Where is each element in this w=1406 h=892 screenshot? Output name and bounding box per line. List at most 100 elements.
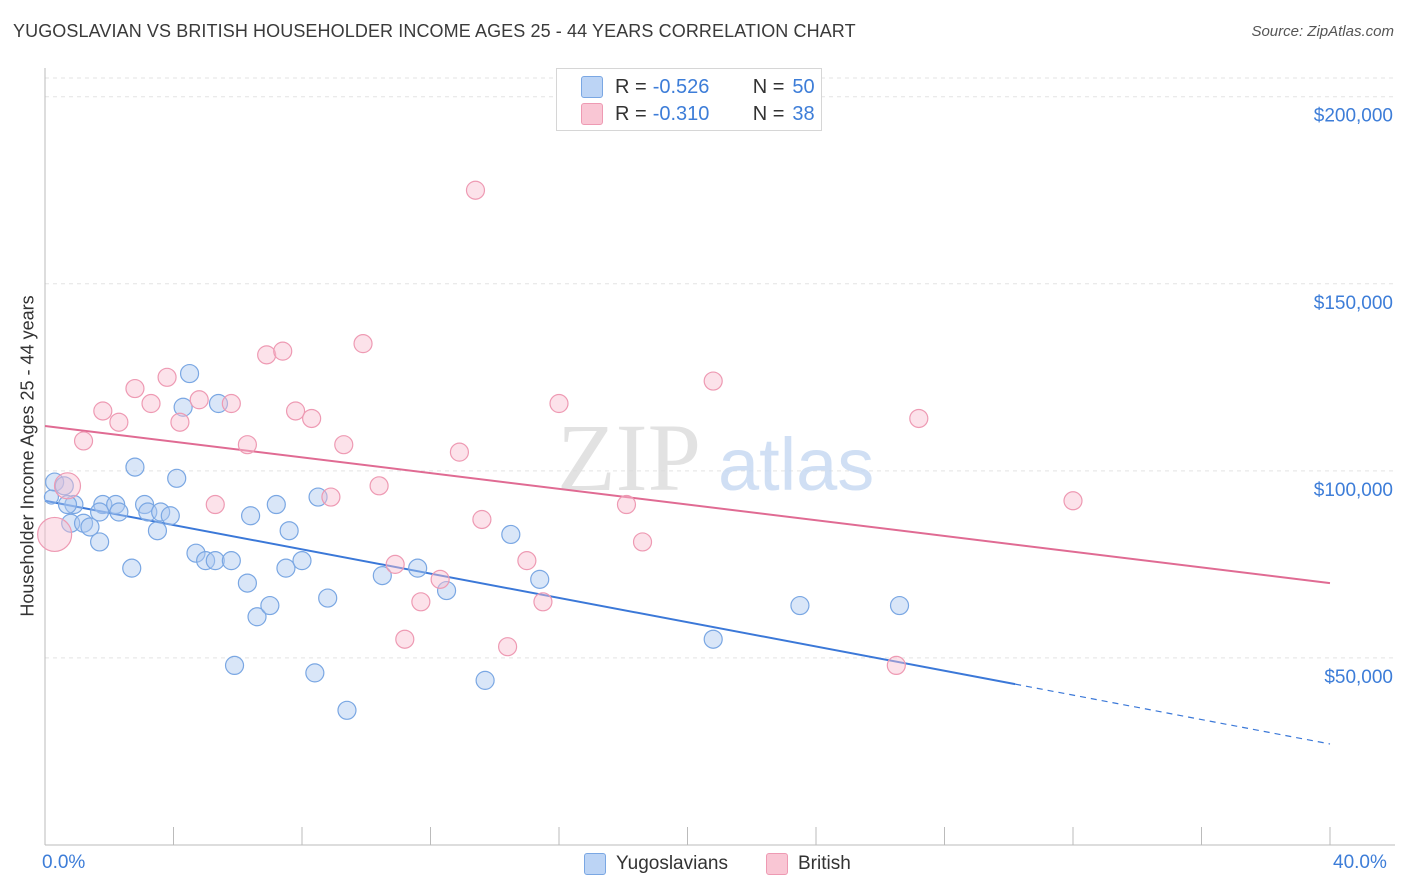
point-yugoslavian — [205, 551, 225, 571]
trend-line-british — [44, 424, 1331, 585]
point-yugoslavian — [43, 489, 60, 505]
point-british — [632, 532, 653, 552]
point-yugoslavian — [530, 569, 550, 589]
legend-swatch-yugoslavians — [581, 76, 603, 98]
point-yugoslavian — [147, 521, 168, 541]
point-british — [285, 401, 306, 421]
point-yugoslavian — [889, 595, 910, 616]
point-yugoslavian — [64, 494, 84, 515]
gridlines — [45, 77, 1395, 659]
watermark-atlas: atlas — [718, 423, 874, 506]
point-yugoslavian — [90, 502, 110, 522]
point-british — [189, 390, 209, 410]
legend-r-value: -0.526 — [652, 75, 710, 98]
point-british — [449, 442, 470, 462]
point-british — [549, 393, 569, 414]
legend-n-label: N = — [752, 102, 785, 125]
point-yugoslavian — [173, 397, 193, 417]
point-british — [703, 371, 723, 391]
legend-n-label: N = — [752, 75, 785, 98]
bottom-legend-label: Yugoslavians — [616, 853, 728, 874]
point-yugoslavian — [408, 558, 428, 578]
point-british — [517, 551, 537, 571]
point-british — [886, 655, 906, 676]
point-yugoslavian — [703, 629, 723, 649]
x-axis-min-label: 0.0% — [42, 852, 86, 873]
y-tick-label: $50,000 — [1324, 667, 1393, 688]
point-yugoslavian — [237, 573, 257, 593]
point-british — [170, 412, 190, 432]
point-yugoslavian — [186, 543, 206, 563]
point-yugoslavian — [54, 476, 74, 496]
bottom-legend-yugoslavians: Yugoslavians — [584, 852, 728, 876]
point-yugoslavian — [90, 532, 110, 552]
legend-r-label: R = — [615, 75, 647, 98]
point-yugoslavian — [475, 670, 495, 690]
axes — [44, 68, 1395, 846]
point-british — [385, 554, 405, 574]
point-british — [73, 431, 94, 451]
legend-n-value: 38 — [792, 102, 815, 125]
point-yugoslavian — [266, 494, 286, 515]
point-yugoslavian — [247, 607, 267, 627]
point-british — [616, 494, 637, 515]
point-british — [37, 516, 73, 553]
point-british — [321, 487, 341, 507]
watermark: ZIP atlas — [557, 404, 874, 511]
point-yugoslavian — [279, 521, 299, 541]
legend-r-value: -0.310 — [652, 102, 710, 125]
bottom-legend-swatch-british — [766, 853, 788, 875]
y-tick-label: $150,000 — [1314, 293, 1393, 314]
point-yugoslavian — [318, 588, 338, 608]
point-british — [237, 435, 257, 455]
point-yugoslavian — [276, 558, 296, 578]
bottom-legend-label: British — [798, 853, 851, 874]
point-yugoslavian — [151, 502, 171, 522]
y-tick-labels: $50,000 $100,000 $150,000 $200,000 — [1314, 106, 1393, 688]
point-british — [302, 408, 322, 429]
trend-line-yugoslavians-extension — [1015, 683, 1331, 745]
point-british — [109, 412, 129, 432]
legend: R = -0.526 N = 50 R = -0.310 N = 38 — [556, 68, 822, 131]
point-yugoslavian — [167, 468, 187, 488]
chart-title: YUGOSLAVIAN VS BRITISH HOUSEHOLDER INCOM… — [13, 21, 856, 41]
point-british — [125, 378, 145, 399]
y-axis-label: Householder Income Ages 25 - 44 years — [17, 295, 38, 617]
bottom-legend-british: British — [766, 852, 851, 876]
point-british — [465, 180, 486, 200]
x-axis-max-label: 40.0% — [1333, 852, 1387, 873]
point-yugoslavian — [241, 506, 261, 526]
point-yugoslavian — [80, 517, 100, 537]
point-yugoslavian — [125, 457, 145, 477]
point-yugoslavian — [790, 595, 810, 616]
point-british — [369, 476, 389, 496]
point-british — [909, 408, 929, 429]
point-yugoslavian — [292, 551, 312, 571]
bottom-legend-swatch-yugoslavians — [584, 853, 606, 875]
trend-lines — [44, 424, 1331, 745]
point-yugoslavian — [372, 566, 392, 586]
point-british — [273, 341, 293, 361]
point-british — [334, 435, 354, 455]
legend-r-label: R = — [615, 102, 647, 125]
point-british — [1063, 491, 1083, 511]
point-british — [221, 393, 241, 414]
point-yugoslavian — [196, 551, 216, 571]
point-yugoslavian — [122, 558, 142, 578]
trend-line-yugoslavians — [44, 499, 1016, 686]
point-british — [430, 569, 450, 589]
point-yugoslavian — [57, 494, 78, 515]
point-yugoslavian — [436, 580, 457, 601]
point-british — [395, 629, 415, 649]
legend-row-british: R = -0.310 N = 38 — [581, 102, 815, 126]
point-british — [533, 592, 553, 612]
point-british — [411, 592, 431, 612]
point-yugoslavian — [337, 700, 357, 720]
legend-n-value: 50 — [792, 75, 815, 98]
point-yugoslavian — [179, 363, 200, 384]
point-british — [472, 509, 492, 530]
point-yugoslavian — [224, 655, 245, 676]
point-british — [53, 472, 82, 500]
data-points — [37, 180, 1083, 720]
point-british — [93, 401, 113, 421]
